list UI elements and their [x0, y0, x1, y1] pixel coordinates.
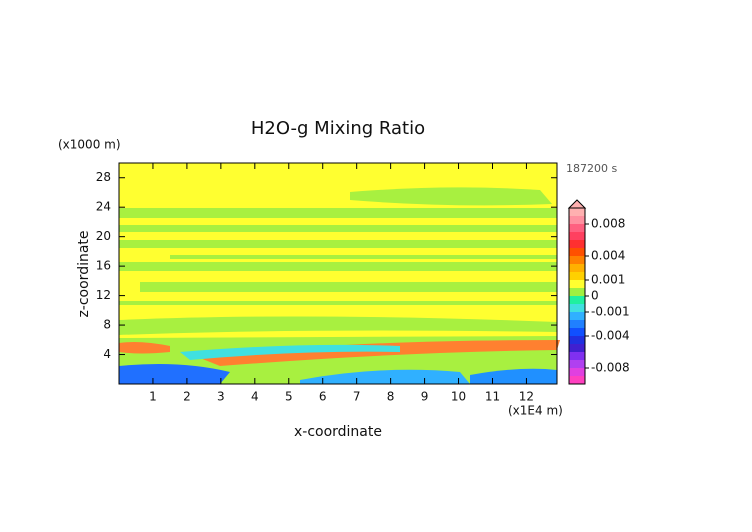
wet-patch [300, 369, 470, 384]
colorbar-tick-label: 0 [591, 289, 599, 303]
chart-title: H2O-g Mixing Ratio [251, 118, 425, 139]
colorbar-band [569, 256, 585, 264]
x-tick-label: 4 [251, 390, 259, 404]
x-unit-label: (x1E4 m) [508, 404, 563, 418]
colorbar-band [569, 208, 585, 216]
colorbar-band [569, 288, 585, 296]
colorbar-tick-label: -0.001 [591, 305, 630, 319]
colorbar-band [569, 272, 585, 280]
dry-patch [119, 342, 170, 354]
x-tick-label: 2 [183, 390, 191, 404]
colorbar-band [569, 280, 585, 288]
colorbar-band [569, 368, 585, 376]
colorbar-tick-label: -0.004 [591, 329, 630, 343]
colorbar-band [569, 240, 585, 248]
colorbar-tick-label: 0.001 [591, 273, 625, 287]
colorbar-band [569, 376, 585, 384]
x-tick-label: 12 [519, 390, 534, 404]
colorbar-extend [567, 199, 587, 209]
x-tick-label: 3 [217, 390, 225, 404]
x-tick-label: 7 [353, 390, 361, 404]
y-tick-label: 4 [103, 347, 111, 361]
y-tick-label: 16 [96, 259, 111, 273]
colorbar-band [569, 296, 585, 304]
x-tick-label: 5 [285, 390, 293, 404]
wet-patch [470, 368, 557, 384]
colorbar-band [569, 320, 585, 328]
y-tick-label: 28 [96, 170, 111, 184]
time-label: 187200 s [566, 162, 617, 175]
colorbar-band [569, 304, 585, 312]
plot-frame [118, 162, 558, 385]
colorbar-band [569, 344, 585, 352]
dry-band [200, 340, 560, 366]
y-axis-label: z-coordinate [76, 230, 92, 317]
colorbar-band [569, 224, 585, 232]
y-tick-label: 12 [96, 288, 111, 302]
y-tick-label: 20 [96, 229, 111, 243]
y-tick-label: 24 [96, 200, 111, 214]
x-tick-label: 6 [319, 390, 327, 404]
x-tick-label: 9 [421, 390, 429, 404]
colorbar-band [569, 328, 585, 336]
field [119, 163, 560, 384]
colorbar-band [569, 232, 585, 240]
colorbar-band [569, 360, 585, 368]
x-axis-label: x-coordinate [294, 424, 382, 440]
y-tick-label: 8 [103, 318, 111, 332]
x-tick-label: 10 [451, 390, 466, 404]
colorbar-tick-label: 0.008 [591, 217, 625, 231]
colorbar-tick-label: 0.004 [591, 249, 625, 263]
colorbar-band [569, 216, 585, 224]
colorbar-band [569, 248, 585, 256]
colorbar-tick-label: -0.008 [591, 361, 630, 375]
colorbar-band [569, 352, 585, 360]
wet-band [180, 344, 400, 360]
x-tick-label: 8 [387, 390, 395, 404]
wet-patch [119, 364, 230, 384]
colorbar-band [569, 264, 585, 272]
x-tick-label: 11 [485, 390, 500, 404]
x-tick-label: 1 [149, 390, 157, 404]
colorbar-band [569, 336, 585, 344]
y-unit-label: (x1000 m) [58, 138, 121, 152]
colorbar-band [569, 312, 585, 320]
